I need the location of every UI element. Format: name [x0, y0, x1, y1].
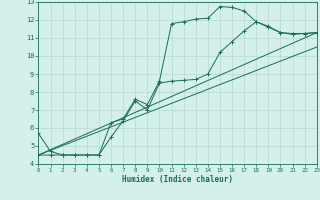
X-axis label: Humidex (Indice chaleur): Humidex (Indice chaleur)	[122, 175, 233, 184]
